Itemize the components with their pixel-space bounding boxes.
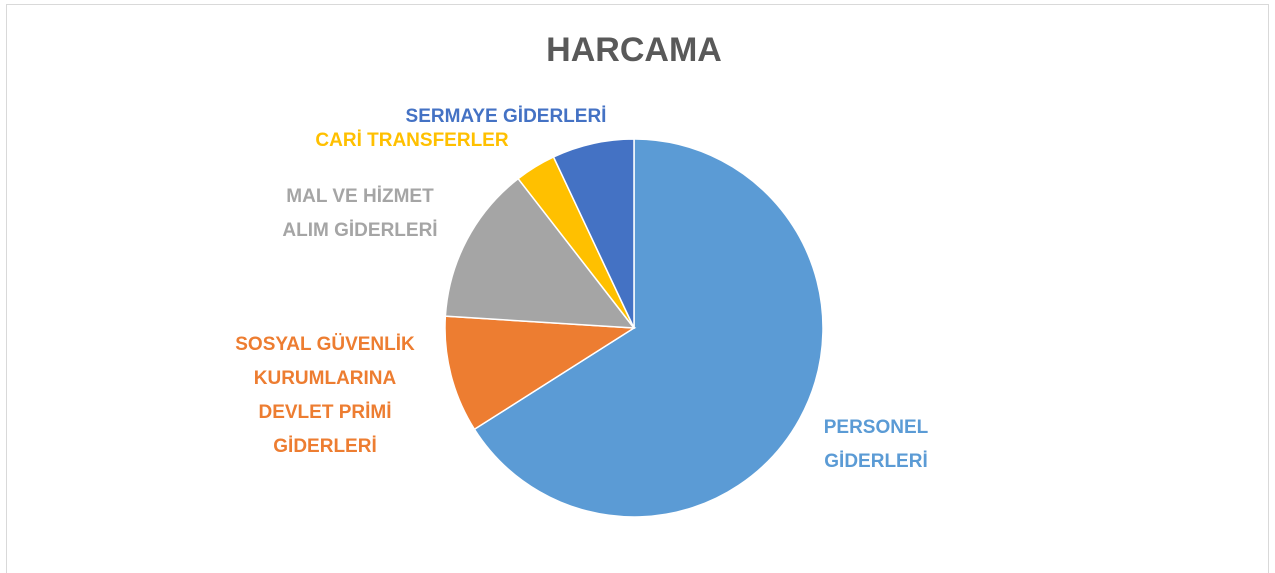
slice-label: ALIM GİDERLERİ: [282, 220, 437, 241]
slice-label: GİDERLERİ: [273, 436, 376, 457]
slice-label: DEVLET PRİMİ: [258, 402, 391, 423]
pie-slice: [552, 138, 635, 329]
slice-label: PERSONEL: [824, 417, 929, 438]
slice-label: SOSYAL GÜVENLİK: [235, 334, 415, 355]
slice-label: CARİ TRANSFERLER: [315, 130, 508, 151]
slice-label: SERMAYE GİDERLERİ: [406, 106, 607, 127]
pie-slice: [444, 177, 636, 329]
chart-title: HARCAMA: [546, 31, 722, 69]
slice-label: KURUMLARINA: [254, 368, 397, 389]
slice-label: MAL VE HİZMET: [286, 186, 434, 207]
pie-slice: [473, 138, 824, 518]
slice-label: GİDERLERİ: [824, 451, 927, 472]
pie-slice: [444, 315, 637, 431]
